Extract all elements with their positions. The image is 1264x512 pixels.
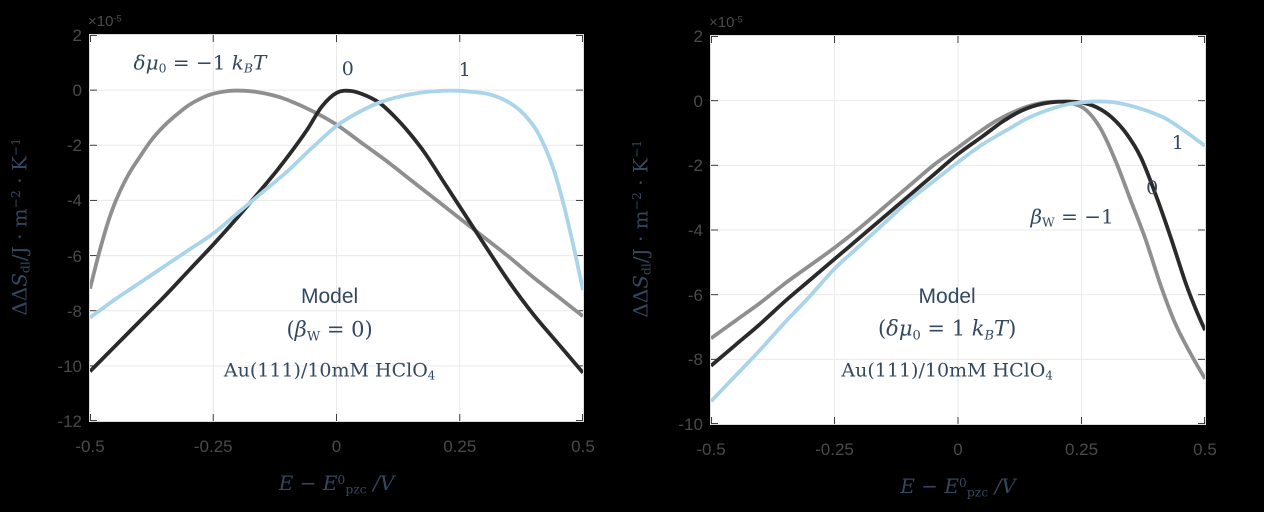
right-ytick-label: -10 <box>678 415 703 434</box>
left-annotation-param-label: δμ0 = −1 kBT <box>133 49 267 76</box>
left-y-axis-label: ΔΔSdl/J · m−2 · K−1 <box>7 137 33 316</box>
left-ytick-label: -8 <box>66 301 82 321</box>
curve-dmu0-pos1 <box>90 88 583 320</box>
left-annotation-model-title: Model <box>300 284 359 308</box>
left-y-exponent-label: ×10-5 <box>88 13 122 30</box>
curve-dmu0-0 <box>90 88 583 374</box>
right-annotation-system-label: Au(111)/10mM HClO4 <box>841 359 1053 383</box>
right-plot-canvas <box>711 36 1205 424</box>
right-y-axis-label: ΔΔSdl/J · m−2 · K−1 <box>628 139 654 318</box>
left-ytick-label: -6 <box>66 246 82 266</box>
left-ytick-label: 0 <box>72 81 82 101</box>
left-ytick-label: -12 <box>57 412 82 431</box>
curve-betaW-0 <box>711 99 1205 368</box>
right-xtick-label: -0.5 <box>696 440 726 459</box>
right-ytick-label: 2 <box>693 27 703 46</box>
left-plot-area <box>89 34 584 422</box>
curve-betaW-pos1 <box>711 99 1205 403</box>
right-ytick-label: -6 <box>687 285 703 305</box>
left-ytick-label: -2 <box>66 136 82 156</box>
right-xtick-label: 0.5 <box>1193 440 1217 459</box>
right-ytick-label: -4 <box>687 221 703 240</box>
right-annotation-curve-label-0: 0 <box>1146 176 1159 199</box>
right-x-axis-label: E − E0pzc /V <box>900 474 1016 500</box>
right-annotation-curve-label-1: 1 <box>1171 132 1184 155</box>
left-xtick-label: -0.5 <box>75 437 105 456</box>
left-xtick-label: -0.25 <box>193 437 233 456</box>
left-xtick-label: 0.25 <box>443 437 477 456</box>
right-annotation-model-title: Model <box>918 285 976 309</box>
left-annotation-curve-label-0: 0 <box>341 58 354 81</box>
right-y-exponent-label: ×10-5 <box>709 14 743 31</box>
left-ytick-label: -10 <box>57 356 82 376</box>
right-xtick-label: -0.25 <box>815 440 854 459</box>
left-x-axis-label: E − E0pzc /V <box>278 471 395 497</box>
left-annotation-curve-label-1: 1 <box>458 59 471 82</box>
left-xtick-label: 0 <box>331 437 342 456</box>
right-annotation-param-label: βW = −1 <box>1030 204 1114 230</box>
right-xtick-label: 0.25 <box>1064 440 1099 459</box>
left-annotation-model-condition: (βW = 0) <box>286 318 373 345</box>
right-ytick-label: -8 <box>687 350 703 370</box>
left-xtick-label: 0.5 <box>571 437 595 456</box>
right-ytick-label: -2 <box>687 156 703 176</box>
left-ytick-label: 2 <box>72 26 82 45</box>
left-plot-canvas <box>90 35 583 421</box>
left-ytick-label: -4 <box>66 191 82 211</box>
right-annotation-model-condition: (δμ0 = 1 kBT) <box>877 316 1017 344</box>
right-xtick-label: 0 <box>953 440 963 459</box>
curve-dmu0-neg1 <box>90 88 583 318</box>
curve-betaW-neg1 <box>711 99 1205 380</box>
right-ytick-label: 0 <box>693 91 703 111</box>
right-plot-area <box>710 35 1206 425</box>
left-annotation-system-label: Au(111)/10mM HClO4 <box>223 359 436 384</box>
